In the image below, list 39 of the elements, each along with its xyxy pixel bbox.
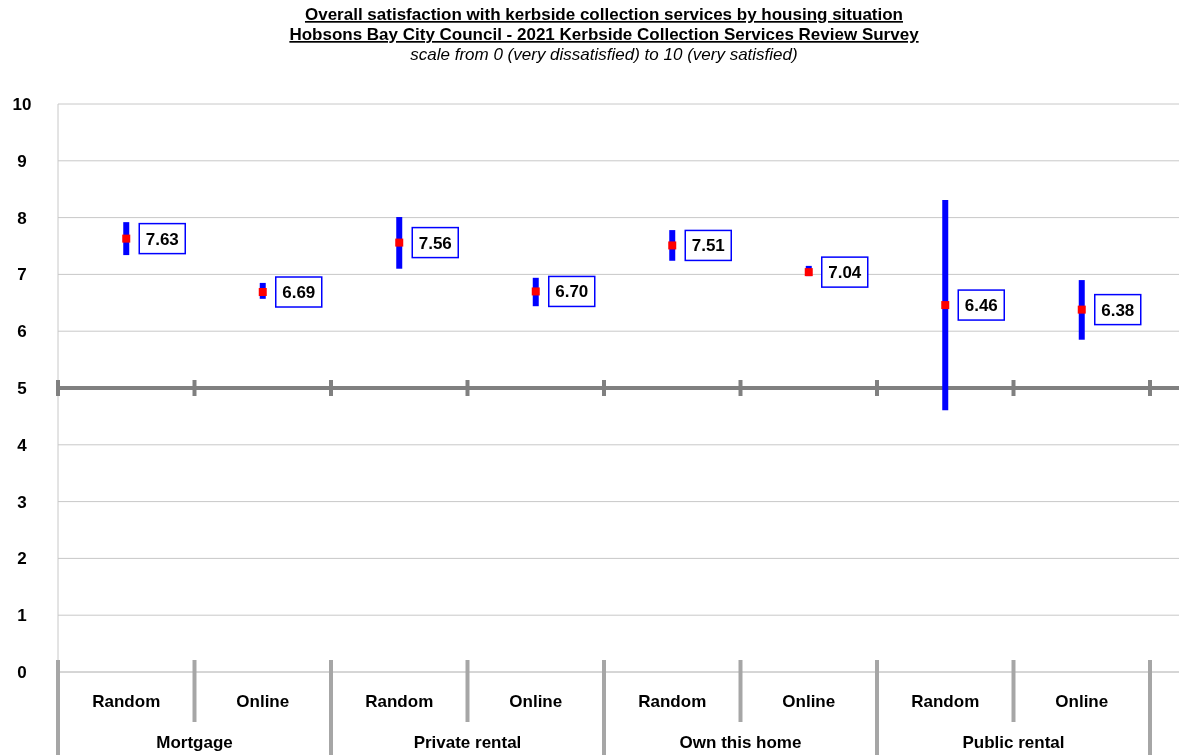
text: Mortgage xyxy=(156,733,233,752)
x-tick-label: Random xyxy=(92,692,161,711)
x-tick-label: Online xyxy=(782,692,836,711)
text: Public rental xyxy=(962,733,1065,752)
data-label: 6.70 xyxy=(555,282,589,302)
point xyxy=(122,234,131,243)
point xyxy=(258,288,267,297)
y-tick-label: 4 xyxy=(17,435,28,455)
y-tick-label: 7 xyxy=(17,265,27,285)
data-label: 7.51 xyxy=(691,236,725,256)
x-tick-label: Online xyxy=(509,692,563,711)
text: Private rental xyxy=(413,733,522,752)
data-label: 7.63 xyxy=(145,229,179,249)
chart-subtitle: scale from 0 (very dissatisfied) to 10 (very satisfied) xyxy=(410,45,798,64)
y-tick-label: 3 xyxy=(17,492,27,512)
data-label: 6.38 xyxy=(1101,300,1135,320)
point xyxy=(1077,305,1086,314)
data-label: 7.04 xyxy=(828,263,862,283)
point xyxy=(668,241,677,250)
data-label: 7.56 xyxy=(418,233,452,253)
y-tick-label: 0 xyxy=(17,663,27,682)
y-tick-label: 2 xyxy=(17,549,27,569)
y-tick-label: 9 xyxy=(17,151,27,171)
y-tick-label: 1 xyxy=(17,606,27,626)
x-tick-label: Random xyxy=(911,692,980,711)
x-tick-label: Random xyxy=(365,692,434,711)
x-tick-label: Online xyxy=(1055,692,1109,711)
y-tick-label: 8 xyxy=(17,208,27,228)
x-tick-label: Random xyxy=(638,692,707,711)
data-label: 6.69 xyxy=(282,283,316,303)
x-tick-label: Online xyxy=(236,692,290,711)
point xyxy=(395,238,404,247)
y-tick-label: 5 xyxy=(17,379,27,398)
y-tick-label: 10 xyxy=(12,95,32,114)
point xyxy=(531,287,540,296)
point xyxy=(941,301,950,310)
text: Own this home xyxy=(679,733,802,752)
data-label: 6.46 xyxy=(964,296,998,316)
y-tick-label: 6 xyxy=(17,322,27,342)
